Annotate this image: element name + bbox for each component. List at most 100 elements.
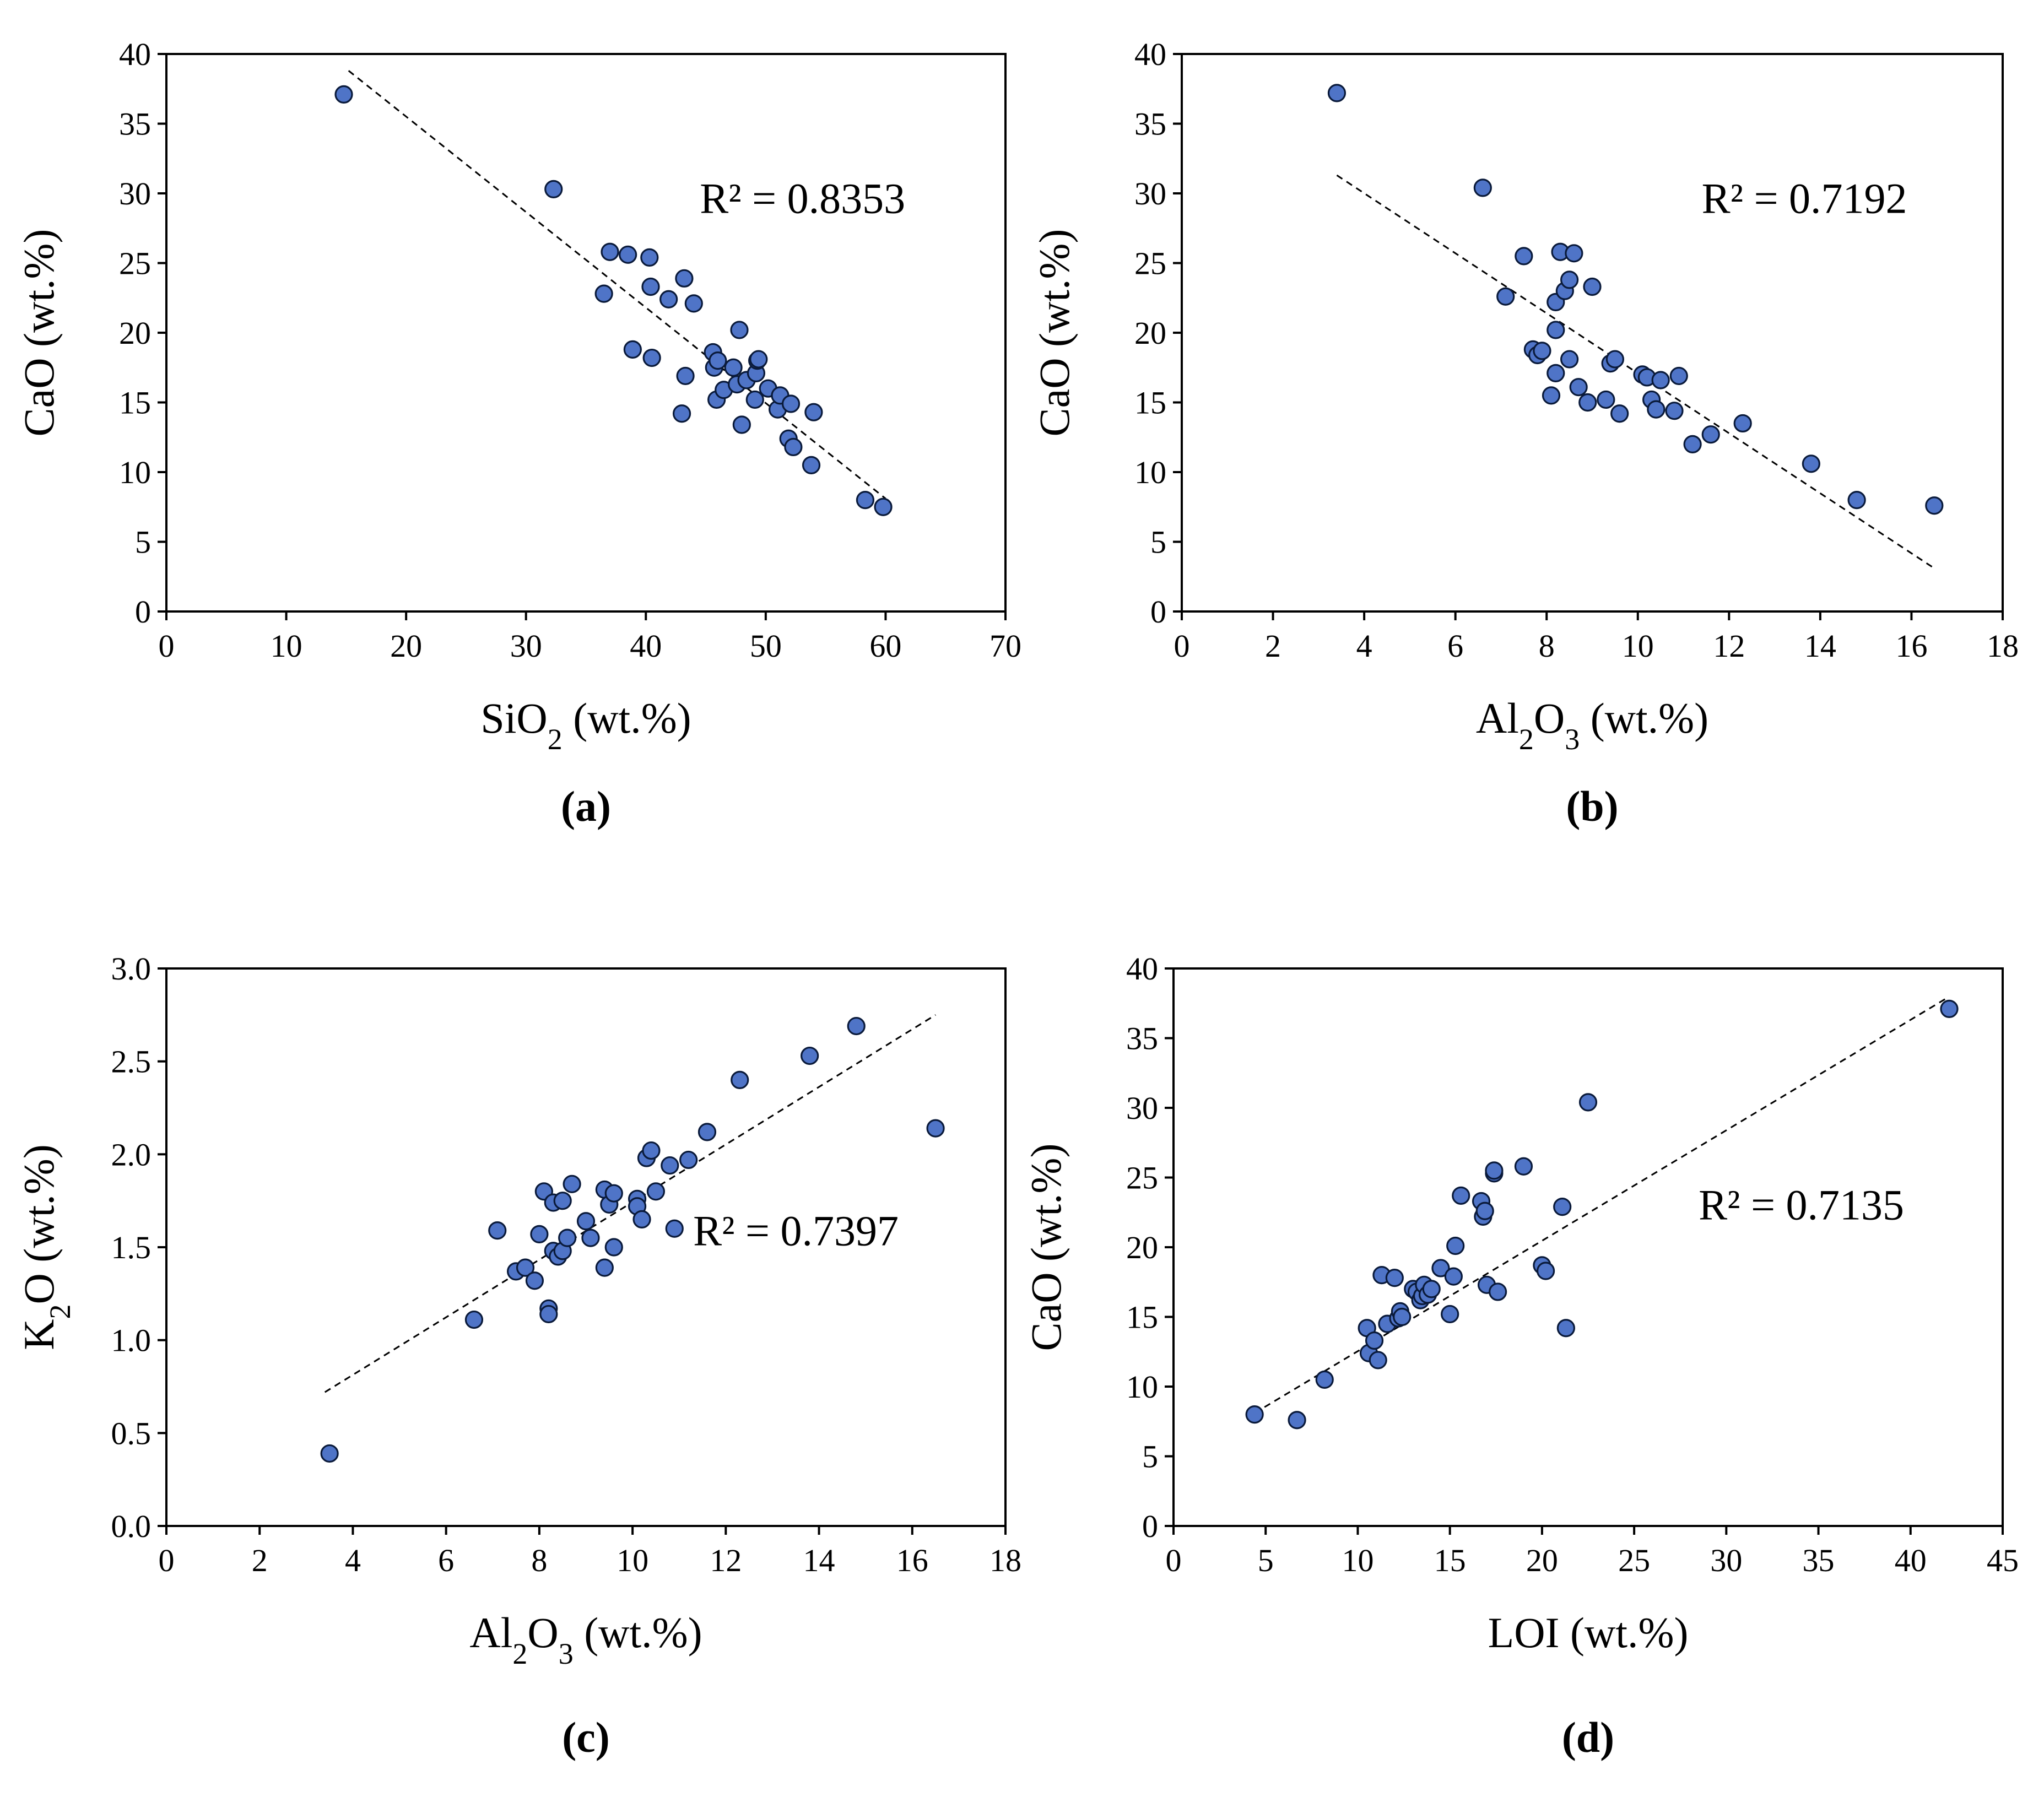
data-point	[576, 1212, 596, 1231]
x-tick-label: 40	[1895, 1542, 1927, 1578]
data-point	[1288, 1411, 1306, 1430]
x-tick-label: 0	[159, 1542, 175, 1578]
subscript: 2	[44, 1304, 77, 1319]
data-point	[1683, 435, 1702, 454]
panel-d-label: (d)	[1562, 1713, 1614, 1761]
label-part: Al	[469, 1609, 512, 1657]
y-tick-label: 30	[1126, 1090, 1158, 1126]
x-tick-label: 2	[252, 1542, 268, 1578]
data-point	[856, 490, 875, 510]
y-tick-label: 20	[1126, 1230, 1158, 1265]
y-axis-label: CaO (wt.%)	[1022, 1144, 1070, 1351]
data-point	[563, 1174, 581, 1193]
x-tick-label: 14	[1804, 628, 1836, 664]
label-part: (wt.%)	[574, 1609, 702, 1657]
y-tick-label: 35	[119, 106, 151, 142]
y-tick-label: 0	[1142, 1508, 1158, 1544]
x-tick-label: 30	[510, 628, 542, 664]
data-point	[1610, 404, 1629, 423]
y-tick-label: 10	[1134, 454, 1166, 490]
data-point	[847, 1016, 866, 1036]
panel-a-r-squared: R² = 0.8353	[700, 174, 905, 222]
data-point	[1536, 1262, 1555, 1280]
data-point	[1514, 1157, 1533, 1176]
data-point	[749, 350, 768, 369]
y-axis-label: CaO (wt.%)	[15, 229, 63, 437]
label-part: K	[15, 1319, 63, 1350]
data-point	[732, 415, 751, 434]
label-part: Al	[1476, 694, 1519, 742]
data-point	[1556, 1319, 1575, 1338]
x-axis-label: SiO2 (wt.%)	[480, 694, 691, 756]
y-tick-label: 0.5	[111, 1415, 152, 1451]
panel-c: 0 2 4 6 8 10 12 14 16 180.00.51.01.52.02.53.0Al2O…	[15, 951, 1021, 1761]
x-tick-label: 30	[1710, 1542, 1742, 1578]
y-tick-label: 0	[135, 594, 151, 630]
data-point	[1515, 247, 1533, 266]
x-tick-label: 4	[345, 1542, 361, 1578]
y-tick-label: 40	[119, 36, 151, 72]
x-tick-label: 6	[1447, 628, 1463, 664]
x-tick-label: 20	[1526, 1542, 1558, 1578]
data-point	[1583, 277, 1602, 296]
x-tick-label: 10	[271, 628, 302, 664]
x-tick-label: 0	[159, 628, 175, 664]
y-tick-label: 20	[1134, 315, 1166, 351]
data-point	[1444, 1267, 1463, 1286]
panel-a-trendline	[348, 70, 886, 500]
x-tick-label: 25	[1618, 1542, 1650, 1578]
x-tick-label: 18	[989, 1542, 1021, 1578]
y-axis-label: K2O (wt.%)	[15, 1144, 77, 1350]
data-point	[1565, 244, 1583, 263]
data-point	[684, 294, 703, 313]
y-tick-label: 20	[119, 315, 151, 351]
x-tick-label: 4	[1356, 628, 1372, 664]
data-point	[659, 290, 678, 308]
data-point	[558, 1228, 577, 1247]
data-point	[539, 1305, 558, 1324]
x-tick-label: 18	[1987, 628, 2019, 664]
y-tick-label: 10	[119, 454, 151, 490]
data-point	[1701, 425, 1720, 444]
y-tick-label: 10	[1126, 1369, 1158, 1405]
data-point	[1569, 378, 1588, 397]
x-tick-label: 10	[1622, 628, 1654, 664]
data-point	[1647, 400, 1666, 419]
x-tick-label: 50	[750, 628, 782, 664]
data-point	[1733, 414, 1752, 433]
data-point	[1475, 1201, 1494, 1220]
subscript: 3	[1565, 723, 1580, 756]
panel-d: 0 5 10 15 20 25 30 35 40 45 0 5 10 15 20 25 30 35 40 LOI (w…	[1022, 951, 2019, 1761]
data-point	[1651, 371, 1670, 389]
data-point	[642, 1141, 661, 1160]
y-tick-label: 30	[119, 176, 151, 212]
x-tick-label: 70	[989, 628, 1021, 664]
panel-b-label: (b)	[1566, 782, 1618, 830]
label-part: O	[1534, 694, 1565, 742]
x-tick-label: 10	[1342, 1542, 1374, 1578]
subscript: 2	[1519, 723, 1534, 756]
data-point	[595, 1258, 614, 1277]
data-point	[679, 1150, 698, 1170]
x-tick-label: 16	[896, 1542, 928, 1578]
x-tick-label: 16	[1895, 628, 1927, 664]
y-tick-label: 15	[1126, 1300, 1158, 1335]
x-axis-label: LOI (wt.%)	[1488, 1609, 1689, 1657]
y-tick-label: 25	[1126, 1160, 1158, 1196]
data-point	[1452, 1186, 1470, 1205]
y-tick-label: 2.5	[111, 1044, 152, 1080]
data-point	[641, 277, 660, 296]
data-point	[1533, 342, 1551, 360]
data-point	[661, 1156, 679, 1175]
y-tick-label: 35	[1134, 106, 1166, 142]
data-point	[874, 497, 893, 516]
label-part: (wt.%)	[1580, 694, 1708, 742]
x-tick-label: 12	[1713, 628, 1745, 664]
data-point	[1431, 1259, 1450, 1278]
data-point	[623, 340, 642, 359]
data-point	[619, 245, 637, 264]
data-point	[1546, 321, 1565, 339]
data-point	[709, 351, 727, 370]
